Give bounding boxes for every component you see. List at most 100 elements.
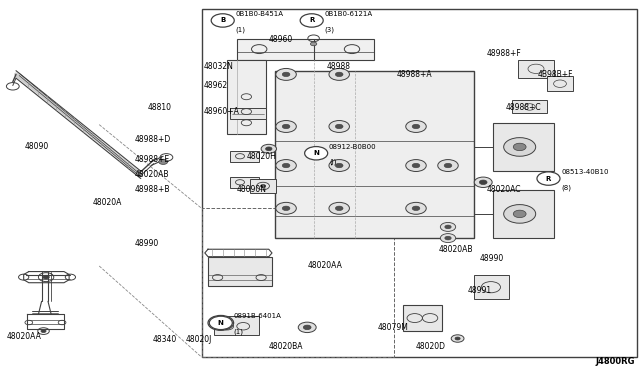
Text: 48020J: 48020J [186, 335, 212, 344]
Circle shape [335, 72, 343, 77]
Bar [230, 108, 266, 119]
Text: 48020AA: 48020AA [6, 332, 41, 341]
Circle shape [412, 163, 420, 168]
Circle shape [209, 316, 232, 330]
Circle shape [282, 124, 290, 129]
Text: 48988: 48988 [326, 62, 351, 71]
Text: 48960+A: 48960+A [204, 107, 239, 116]
Circle shape [444, 163, 452, 168]
Circle shape [276, 160, 296, 171]
Text: N: N [313, 150, 319, 156]
Circle shape [335, 206, 343, 211]
Circle shape [211, 14, 234, 27]
Circle shape [537, 172, 560, 185]
Text: R: R [546, 176, 551, 182]
Circle shape [329, 121, 349, 132]
Text: 4B98B+F: 4B98B+F [538, 70, 573, 79]
Text: 48020D: 48020D [416, 342, 446, 351]
Text: 0891B-6401A: 0891B-6401A [234, 313, 282, 319]
Text: 0B1B0-B451A: 0B1B0-B451A [236, 11, 284, 17]
Text: 48090N: 48090N [237, 185, 267, 194]
Bar [518, 60, 554, 78]
Circle shape [305, 147, 328, 160]
Bar [403, 305, 442, 331]
Bar [493, 190, 554, 238]
Circle shape [303, 325, 311, 330]
Text: (8): (8) [561, 184, 572, 190]
Circle shape [329, 202, 349, 214]
Circle shape [440, 222, 456, 231]
Circle shape [406, 202, 426, 214]
Circle shape [412, 124, 420, 129]
Text: (3): (3) [324, 26, 335, 32]
Bar [493, 123, 554, 171]
Text: N: N [218, 320, 224, 326]
Circle shape [159, 159, 168, 164]
Bar [214, 316, 259, 335]
Text: 48020A: 48020A [93, 198, 122, 207]
Text: 48991: 48991 [467, 286, 492, 295]
Circle shape [329, 68, 349, 80]
Text: 48988+D: 48988+D [134, 135, 171, 144]
Circle shape [282, 163, 290, 168]
Text: (1): (1) [234, 328, 244, 335]
Text: 48990: 48990 [134, 239, 159, 248]
Circle shape [208, 315, 234, 330]
Text: R: R [309, 17, 314, 23]
Circle shape [329, 160, 349, 171]
Circle shape [260, 185, 266, 187]
Bar [547, 76, 573, 91]
Circle shape [282, 72, 290, 77]
Text: 48988+B: 48988+B [134, 185, 170, 194]
Circle shape [298, 322, 316, 333]
Text: 48020AB: 48020AB [134, 170, 169, 179]
Circle shape [504, 138, 536, 156]
Circle shape [305, 148, 322, 157]
Text: (J): (J) [329, 159, 337, 165]
Bar [202, 208, 394, 357]
Bar [250, 179, 276, 193]
Bar [275, 71, 474, 238]
Bar [208, 257, 272, 286]
Circle shape [261, 144, 276, 153]
Text: 48020BA: 48020BA [269, 342, 303, 351]
Circle shape [479, 180, 487, 185]
Text: 0B1B0-6121A: 0B1B0-6121A [324, 11, 372, 17]
Circle shape [513, 143, 526, 151]
Circle shape [276, 68, 296, 80]
Circle shape [335, 163, 343, 168]
Bar [474, 275, 509, 299]
Text: 48988+E: 48988+E [134, 155, 170, 164]
Bar [202, 9, 637, 357]
Circle shape [276, 202, 296, 214]
Text: 48032N: 48032N [204, 62, 234, 71]
Circle shape [266, 147, 272, 151]
Circle shape [310, 42, 317, 46]
Text: 48020AC: 48020AC [486, 185, 521, 194]
Bar [230, 151, 259, 162]
Bar [512, 100, 547, 113]
Text: 48810: 48810 [147, 103, 172, 112]
Text: 48988+C: 48988+C [506, 103, 541, 112]
Circle shape [474, 177, 492, 187]
Circle shape [43, 275, 49, 279]
Text: 48960: 48960 [269, 35, 293, 44]
Text: 48340: 48340 [152, 335, 177, 344]
Circle shape [513, 210, 526, 218]
Text: 48988+F: 48988+F [486, 49, 521, 58]
Text: 48020H: 48020H [246, 152, 276, 161]
Text: 48090: 48090 [24, 142, 49, 151]
Bar [227, 60, 266, 134]
Circle shape [406, 121, 426, 132]
Circle shape [335, 124, 343, 129]
Text: J4800RG: J4800RG [595, 357, 635, 366]
Circle shape [406, 160, 426, 171]
Circle shape [438, 160, 458, 171]
Circle shape [445, 236, 451, 240]
Text: 08513-40B10: 08513-40B10 [561, 169, 609, 175]
Text: 48990: 48990 [480, 254, 504, 263]
Text: 08912-B0B00: 08912-B0B00 [329, 144, 376, 150]
Bar [237, 39, 374, 60]
Text: B: B [220, 17, 225, 23]
Text: 48079M: 48079M [378, 323, 408, 332]
